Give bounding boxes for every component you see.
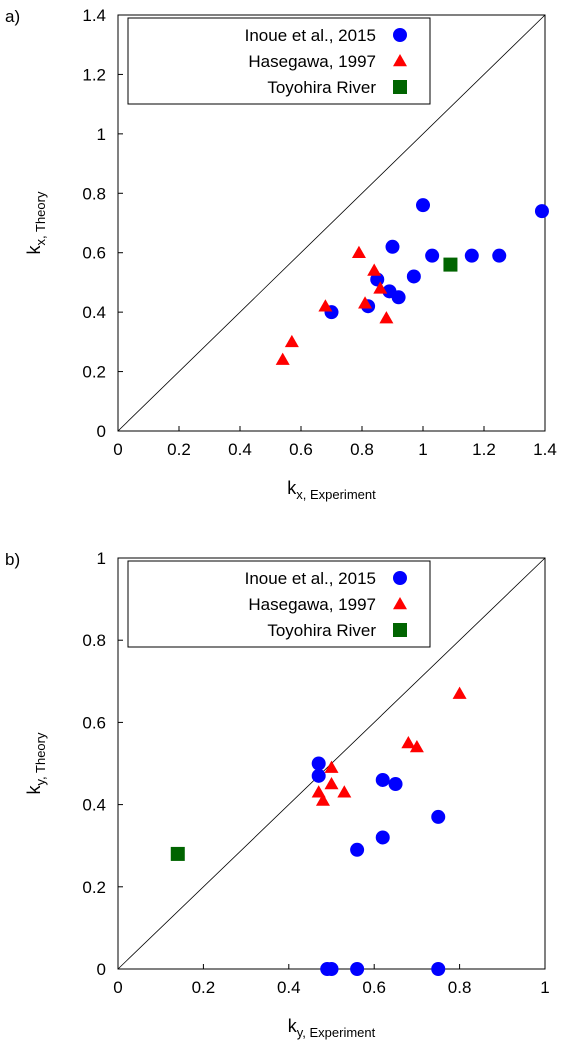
panel-b-point-inoue-et-al-2015 (350, 842, 365, 857)
panel-a-reference-line (117, 14, 546, 432)
panel-b-y-tick-label: 0 (97, 960, 106, 979)
panel-a-y-tick-label: 0 (97, 422, 106, 441)
panel-a-point-inoue-et-al-2015 (534, 204, 549, 219)
panel-b-point-inoue-et-al-2015 (388, 777, 403, 792)
panel-b-legend-marker-hasegawa-1997 (393, 597, 407, 610)
panel-a-legend-marker-inoue-et-al-2015 (393, 28, 407, 42)
panel-b-point-hasegawa-1997 (452, 686, 467, 699)
panel-a-legend-label-inoue-et-al-2015: Inoue et al., 2015 (245, 26, 376, 45)
panel-a-legend-marker-hasegawa-1997 (393, 54, 407, 67)
panel-a-y-tick-label: 1.4 (82, 6, 106, 25)
panel-b-y-tick-label: 1 (97, 549, 106, 568)
panel-a-y-axis-label-sub: x, Theory (33, 191, 48, 245)
panel-a-point-hasegawa-1997 (351, 245, 366, 258)
panel-b-y-tick-label: 0.4 (82, 796, 106, 815)
panel-a-point-hasegawa-1997 (373, 281, 388, 294)
panel-b-point-hasegawa-1997 (311, 785, 326, 798)
panel-a-x-tick-label: 0.6 (289, 440, 313, 459)
panel-b-point-inoue-et-al-2015 (311, 768, 326, 783)
panel-a-y-tick-label: 1 (97, 125, 106, 144)
panel-b-legend-box (127, 560, 431, 648)
panel-a-point-inoue-et-al-2015 (385, 239, 400, 254)
panel-b-label: b) (5, 550, 20, 569)
panel-a-point-inoue-et-al-2015 (406, 269, 421, 284)
panel-a-x-axis-label: kx, Experiment (287, 478, 376, 502)
panel-a-y-axis-label: kx, Theory (24, 191, 48, 254)
panel-b-y-axis-label-main: k (24, 784, 44, 794)
panel-a-x-axis-label-sub: x, Experiment (296, 487, 376, 502)
panel-a-x-axis-label-main: k (287, 478, 297, 498)
panel-a-x-tick-label: 0.4 (228, 440, 252, 459)
panel-b-legend-label-hasegawa-1997: Hasegawa, 1997 (248, 595, 376, 614)
panel-b-y-tick-label: 0.6 (82, 713, 106, 732)
panel-a-y-tick-label: 0.4 (82, 303, 106, 322)
panel-b-y-tick-label: 0.8 (82, 631, 106, 650)
panel-b-point-hasegawa-1997 (315, 793, 330, 806)
panel-b-point-inoue-et-al-2015 (350, 962, 365, 976)
panel-a-x-tick-label: 0 (113, 440, 122, 459)
panel-a-point-hasegawa-1997 (284, 334, 299, 348)
panel-b-legend-label-inoue-et-al-2015: Inoue et al., 2015 (245, 569, 376, 588)
panel-a-x-tick-label: 1.2 (472, 440, 496, 459)
panel-a-legend-marker-toyohira-river (393, 80, 407, 94)
panel-a-point-hasegawa-1997 (275, 352, 290, 365)
panel-a-plot-frame (117, 14, 546, 432)
panel-b-legend-marker-toyohira-river (393, 623, 407, 637)
panel-b-x-axis-label-main: k (288, 1016, 298, 1036)
panel-b-point-hasegawa-1997 (324, 777, 339, 790)
panel-b-x-tick-label: 0.8 (448, 978, 472, 997)
panel-b-legend-marker-inoue-et-al-2015 (393, 571, 407, 585)
panel-b-point-inoue-et-al-2015 (375, 772, 390, 787)
panel-b-y-axis-label: ky, Theory (24, 732, 48, 794)
panel-b-point-toyohira-river (170, 846, 185, 861)
panel-a-label: a) (5, 7, 20, 26)
panel-b-point-inoue-et-al-2015 (431, 809, 446, 824)
panel-a-x-tick-label: 0.2 (167, 440, 191, 459)
panel-a-y-tick-label: 0.6 (82, 244, 106, 263)
panel-b-chart: 0 0.2 0.4 0.6 0.8 100.20.40.60.81b)ky, Experi… (5, 549, 550, 1040)
panel-a-chart: 0 0.2 0.4 0.6 0.8 1 1.2 1.4 0 0.2 0.4 0.6 0.8 1 1.2 1.4… (5, 6, 557, 502)
panel-b-point-inoue-et-al-2015 (311, 756, 326, 771)
panel-b-x-axis-label-sub: y, Experiment (297, 1025, 376, 1040)
panel-b-point-hasegawa-1997 (401, 735, 416, 749)
panel-a-legend-box (127, 17, 431, 105)
panel-a-y-tick-label: 0.8 (82, 184, 106, 203)
panel-a-point-inoue-et-al-2015 (425, 248, 440, 263)
panel-b-x-tick-label: 0 (113, 978, 122, 997)
panel-b-y-axis-label-sub: y, Theory (33, 732, 48, 785)
panel-a-point-hasegawa-1997 (379, 311, 394, 324)
panel-a-y-axis-label-main: k (24, 244, 44, 254)
panel-a-point-toyohira-river (443, 257, 458, 272)
panel-b-point-inoue-et-al-2015 (431, 962, 446, 976)
panel-b-x-tick-label: 0.2 (192, 978, 216, 997)
panel-b-point-hasegawa-1997 (337, 785, 352, 798)
panel-a-legend-label-hasegawa-1997: Hasegawa, 1997 (248, 52, 376, 71)
panel-b-point-inoue-et-al-2015 (324, 962, 339, 976)
panel-b-point-hasegawa-1997 (409, 740, 424, 753)
panel-a-x-tick-label: 1.4 (533, 440, 557, 459)
panel-a-y-tick-label: 0.2 (82, 363, 106, 382)
panel-a-legend-label-toyohira-river: Toyohira River (267, 78, 376, 97)
panel-a-point-hasegawa-1997 (358, 296, 373, 309)
panel-b-x-axis-label: ky, Experiment (288, 1016, 376, 1040)
panel-b-y-tick-label: 0.2 (82, 878, 106, 897)
panel-a-point-hasegawa-1997 (318, 299, 333, 312)
panel-b-point-inoue-et-al-2015 (375, 830, 390, 845)
panel-a-point-inoue-et-al-2015 (492, 248, 507, 263)
panel-b-x-tick-label: 0.6 (362, 978, 386, 997)
panel-a-x-tick-label: 1 (418, 440, 427, 459)
panel-b-legend-label-toyohira-river: Toyohira River (267, 621, 376, 640)
panel-a-y-tick-label: 1.2 (82, 65, 106, 84)
panel-a-point-inoue-et-al-2015 (391, 290, 406, 305)
panel-b-x-tick-label: 1 (540, 978, 549, 997)
panel-b-point-hasegawa-1997 (324, 760, 339, 773)
panel-b-x-tick-label: 0.4 (277, 978, 301, 997)
panel-a-point-inoue-et-al-2015 (416, 198, 430, 213)
panel-a-point-hasegawa-1997 (367, 263, 382, 276)
panel-a-point-inoue-et-al-2015 (464, 248, 479, 263)
panel-a-x-tick-label: 0.8 (350, 440, 374, 459)
